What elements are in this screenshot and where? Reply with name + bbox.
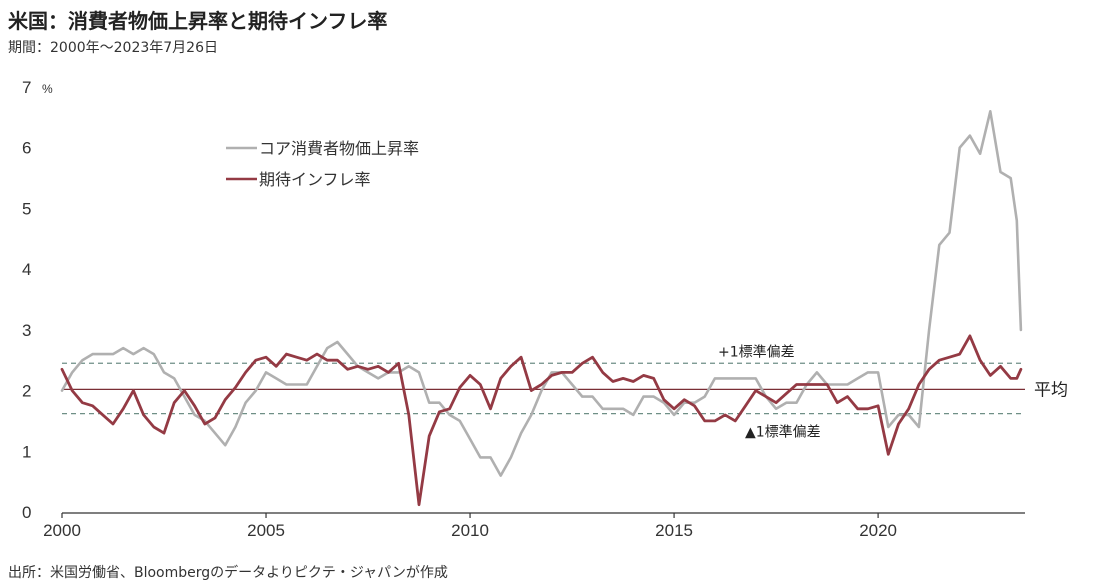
minus-1sd-label: ▲1標準偏差 <box>745 425 821 441</box>
x-tick-label: 2000 <box>43 521 81 540</box>
y-unit-label: % <box>42 82 53 96</box>
x-tick-label: 2020 <box>859 521 897 540</box>
legend-label: 期待インフレ率 <box>259 170 371 189</box>
series-line-expected-inflation <box>60 334 1023 507</box>
x-axis: 2000 2005 2010 2015 2020 <box>43 512 1025 540</box>
y-tick-label: 0 <box>22 503 31 522</box>
x-tick-label: 2010 <box>451 521 489 540</box>
y-tick-label: 5 <box>22 199 31 218</box>
y-tick-label: 1 <box>22 442 31 461</box>
series-line-core-cpi <box>60 110 1023 477</box>
plus-1sd-label: +1標準偏差 <box>718 344 795 360</box>
x-tick-label: 2005 <box>247 521 285 540</box>
y-tick-label: 2 <box>22 382 31 401</box>
chart-source: 出所：米国労働省、Bloombergのデータよりピクテ・ジャパンが作成 <box>8 565 448 581</box>
mean-label: 平均 <box>1034 380 1068 400</box>
chart-title: 米国：消費者物価上昇率と期待インフレ率 <box>8 9 388 33</box>
y-tick-label: 7 <box>22 78 31 97</box>
x-tick-label: 2015 <box>655 521 693 540</box>
y-tick-label: 4 <box>22 260 31 279</box>
y-tick-label: 6 <box>22 139 31 158</box>
y-axis: 0 1 2 3 4 5 6 7% <box>22 78 53 522</box>
chart-period: 期間：2000年〜2023年7月26日 <box>8 40 218 56</box>
y-tick-label: 3 <box>22 321 31 340</box>
legend-label: コア消費者物価上昇率 <box>259 139 419 158</box>
